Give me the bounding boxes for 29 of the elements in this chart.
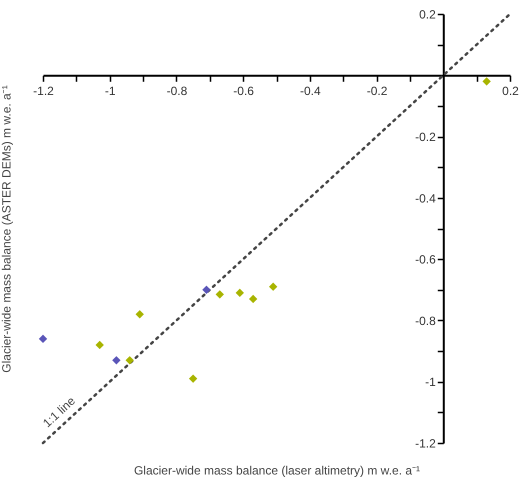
point	[248, 294, 258, 304]
point	[236, 288, 244, 298]
y-tick-label: -1.2	[415, 436, 436, 450]
y-axis-title: Glacier-wide mass balance (ASTER DEMs) m w.e. a⁻¹	[0, 85, 14, 373]
x-tick-label: -0.4	[300, 84, 322, 98]
x-tick-label: -1.2	[33, 84, 54, 98]
x-tick-label: -0.2	[366, 84, 388, 98]
point	[216, 290, 224, 299]
x-tick-label: -0.8	[166, 84, 188, 98]
y-tick-label: -0.6	[415, 252, 436, 267]
point	[188, 374, 198, 383]
point	[268, 282, 278, 291]
point	[126, 356, 134, 364]
x-tick-label: 0.2	[502, 84, 520, 98]
point	[38, 334, 48, 343]
y-tick-label: 0.2	[419, 8, 436, 22]
y-tick-label: -0.4	[415, 191, 436, 206]
x-tick-label: -0.6	[233, 84, 254, 98]
x-tick-label: -1	[104, 84, 116, 98]
point	[112, 356, 121, 364]
annotation: 1:1 line	[40, 394, 78, 430]
point	[202, 286, 211, 294]
y-tick-label: -1	[425, 375, 436, 390]
x-axis-title: Glacier-wide mass balance (laser altimetry) m w.e. a⁻¹	[134, 464, 420, 478]
point	[136, 310, 144, 318]
y-tick-label: -0.8	[415, 314, 436, 328]
y-tick-label: -0.2	[415, 130, 436, 144]
point	[482, 77, 491, 86]
point	[96, 340, 104, 350]
